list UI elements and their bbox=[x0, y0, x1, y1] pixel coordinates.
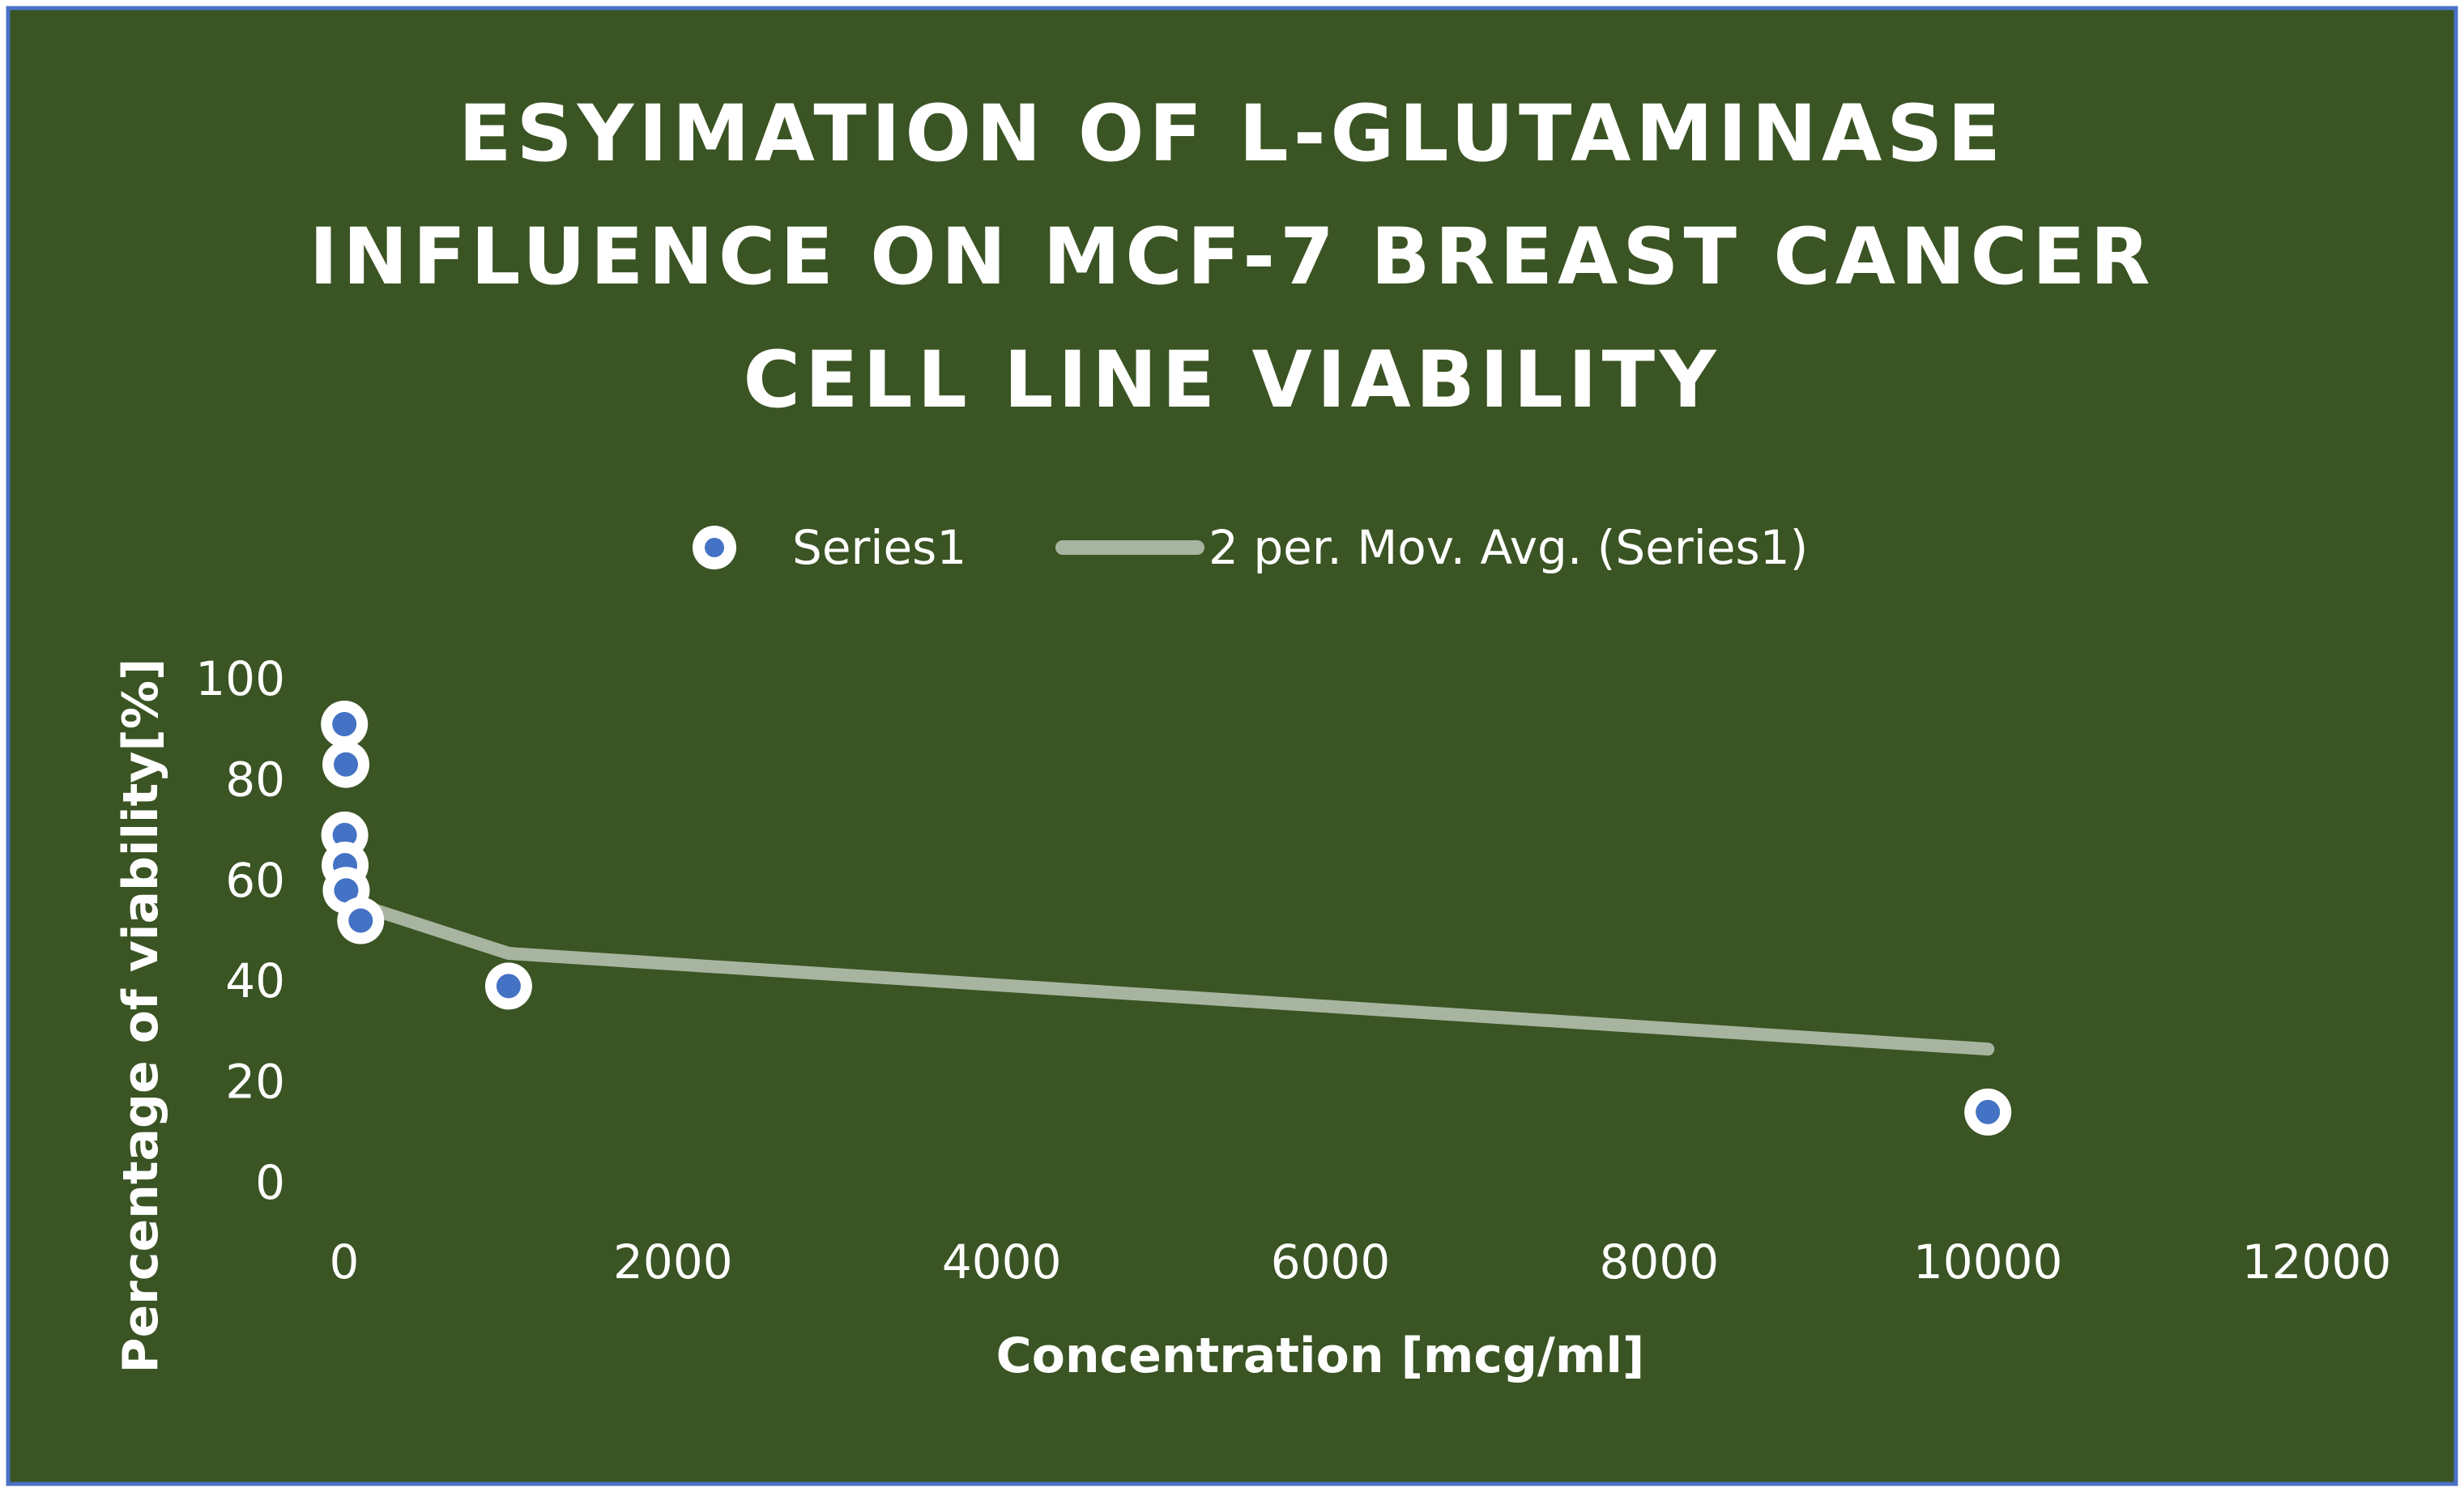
data-point-dot bbox=[334, 878, 359, 903]
x-tick-label: 2000 bbox=[613, 1234, 733, 1290]
data-point-dot bbox=[348, 908, 373, 933]
x-axis-title: Concentration [mcg/ml] bbox=[996, 1328, 1645, 1384]
y-tick-label: 0 bbox=[255, 1155, 285, 1210]
chart-background bbox=[6, 6, 2458, 1486]
x-tick-label: 0 bbox=[330, 1234, 360, 1290]
y-tick-label: 60 bbox=[225, 853, 285, 908]
chart-title-line-1: ESYIMATION OF L-GLUTAMINASE bbox=[458, 88, 2006, 179]
data-point-dot bbox=[1976, 1099, 2001, 1124]
data-point-dot bbox=[332, 822, 357, 847]
data-point bbox=[1964, 1088, 2012, 1136]
y-tick-label: 20 bbox=[225, 1055, 285, 1110]
y-axis-title: Percentage of viability[%] bbox=[113, 659, 169, 1374]
chart-title-line-3: CELL LINE VIABILITY bbox=[743, 335, 1720, 425]
x-tick-label: 4000 bbox=[942, 1234, 1062, 1290]
x-tick-label: 10000 bbox=[1913, 1234, 2063, 1290]
data-point bbox=[321, 700, 369, 748]
data-point-dot bbox=[496, 974, 521, 999]
data-point bbox=[484, 962, 532, 1010]
data-point-dot bbox=[332, 711, 357, 736]
x-tick-label: 12000 bbox=[2242, 1234, 2392, 1290]
legend-label-trendline: 2 per. Mov. Avg. (Series1) bbox=[1209, 520, 1808, 575]
legend-label-series1: Series1 bbox=[792, 520, 966, 575]
y-axis-ticks: 0 20 40 60 80 100 bbox=[195, 651, 285, 1210]
data-point-dot bbox=[334, 752, 359, 777]
legend-marker-dot bbox=[705, 538, 724, 557]
y-tick-label: 100 bbox=[195, 651, 285, 706]
chart-title: ESYIMATION OF L-GLUTAMINASE INFLUENCE ON… bbox=[309, 88, 2155, 425]
data-points bbox=[321, 700, 2012, 1136]
legend: Series1 2 per. Mov. Avg. (Series1) bbox=[693, 520, 1808, 575]
x-tick-label: 6000 bbox=[1271, 1234, 1391, 1290]
y-tick-label: 40 bbox=[225, 953, 285, 1008]
x-axis-ticks: 0 2000 4000 6000 8000 10000 12000 bbox=[330, 1234, 2392, 1290]
y-tick-label: 80 bbox=[225, 752, 285, 807]
data-point bbox=[337, 897, 385, 944]
chart-title-line-2: INFLUENCE ON MCF-7 BREAST CANCER bbox=[309, 211, 2155, 302]
x-tick-label: 8000 bbox=[1600, 1234, 1720, 1290]
data-point bbox=[322, 740, 370, 788]
